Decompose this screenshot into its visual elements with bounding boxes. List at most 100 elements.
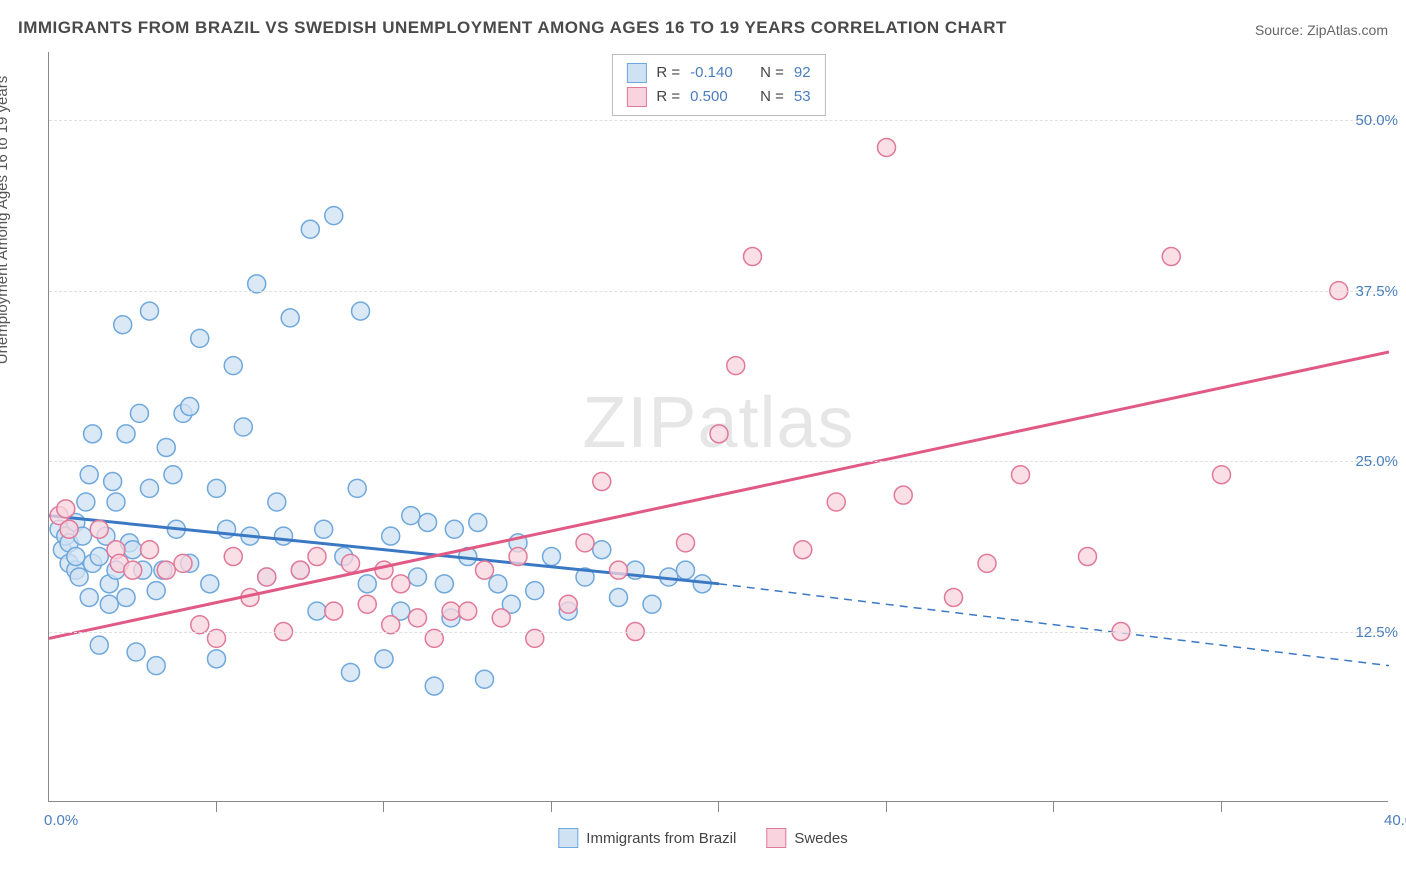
n-label: N =	[760, 85, 784, 109]
data-point	[610, 588, 628, 606]
data-point	[130, 404, 148, 422]
legend-stat-row: R =0.500N =53	[626, 85, 810, 109]
data-point	[342, 663, 360, 681]
data-point	[100, 595, 118, 613]
data-point	[174, 554, 192, 572]
legend-swatch	[766, 828, 786, 848]
data-point	[80, 588, 98, 606]
data-point	[1012, 466, 1030, 484]
r-value: -0.140	[690, 61, 750, 85]
data-point	[127, 643, 145, 661]
data-point	[181, 398, 199, 416]
data-point	[70, 568, 88, 586]
data-point	[375, 561, 393, 579]
data-point	[234, 418, 252, 436]
data-point	[526, 582, 544, 600]
legend-swatch	[626, 63, 646, 83]
data-point	[117, 425, 135, 443]
data-point	[201, 575, 219, 593]
data-point	[409, 609, 427, 627]
gridline	[49, 291, 1388, 292]
legend-label: Swedes	[794, 830, 847, 847]
y-tick-label: 25.0%	[1355, 453, 1398, 470]
x-tick-mark	[1221, 802, 1222, 812]
data-point	[124, 541, 142, 559]
data-point	[107, 493, 125, 511]
data-point	[543, 548, 561, 566]
data-point	[894, 486, 912, 504]
data-point	[409, 568, 427, 586]
x-tick-mark	[1053, 802, 1054, 812]
data-point	[358, 575, 376, 593]
data-point	[164, 466, 182, 484]
data-point	[60, 520, 78, 538]
data-point	[794, 541, 812, 559]
data-point	[291, 561, 309, 579]
x-tick-mark	[551, 802, 552, 812]
data-point	[469, 513, 487, 531]
data-point	[643, 595, 661, 613]
data-point	[315, 520, 333, 538]
source-label: Source: ZipAtlas.com	[1255, 22, 1388, 38]
data-point	[208, 479, 226, 497]
r-label: R =	[656, 85, 680, 109]
data-point	[281, 309, 299, 327]
legend-series: Immigrants from BrazilSwedes	[558, 828, 847, 848]
gridline	[49, 632, 1388, 633]
data-point	[77, 493, 95, 511]
x-tick-mark	[383, 802, 384, 812]
scatter-svg	[49, 52, 1389, 802]
data-point	[559, 595, 577, 613]
gridline	[49, 461, 1388, 462]
data-point	[677, 561, 695, 579]
data-point	[104, 473, 122, 491]
r-label: R =	[656, 61, 680, 85]
chart-title: IMMIGRANTS FROM BRAZIL VS SWEDISH UNEMPL…	[18, 18, 1007, 38]
data-point	[1213, 466, 1231, 484]
trend-line-dashed	[719, 584, 1389, 666]
data-point	[147, 582, 165, 600]
data-point	[117, 588, 135, 606]
n-value: 53	[794, 85, 811, 109]
data-point	[141, 302, 159, 320]
data-point	[141, 479, 159, 497]
data-point	[435, 575, 453, 593]
legend-swatch	[558, 828, 578, 848]
data-point	[476, 670, 494, 688]
data-point	[445, 520, 463, 538]
data-point	[419, 513, 437, 531]
data-point	[610, 561, 628, 579]
data-point	[157, 561, 175, 579]
data-point	[275, 527, 293, 545]
y-axis-label: Unemployment Among Ages 16 to 19 years	[0, 10, 11, 430]
data-point	[1079, 548, 1097, 566]
y-tick-label: 12.5%	[1355, 624, 1398, 641]
data-point	[325, 207, 343, 225]
data-point	[157, 438, 175, 456]
data-point	[191, 329, 209, 347]
data-point	[90, 548, 108, 566]
x-tick-mark	[718, 802, 719, 812]
data-point	[945, 588, 963, 606]
n-value: 92	[794, 61, 811, 85]
x-tick-mark	[216, 802, 217, 812]
x-tick-label: 40.0%	[1384, 812, 1406, 829]
data-point	[57, 500, 75, 518]
data-point	[442, 602, 460, 620]
data-point	[80, 466, 98, 484]
y-tick-label: 50.0%	[1355, 112, 1398, 129]
data-point	[308, 548, 326, 566]
data-point	[308, 602, 326, 620]
data-point	[878, 138, 896, 156]
data-point	[114, 316, 132, 334]
data-point	[147, 657, 165, 675]
data-point	[459, 602, 477, 620]
data-point	[827, 493, 845, 511]
data-point	[593, 541, 611, 559]
x-tick-mark	[886, 802, 887, 812]
data-point	[90, 520, 108, 538]
data-point	[744, 248, 762, 266]
data-point	[301, 220, 319, 238]
legend-stat-row: R =-0.140N =92	[626, 61, 810, 85]
data-point	[425, 677, 443, 695]
